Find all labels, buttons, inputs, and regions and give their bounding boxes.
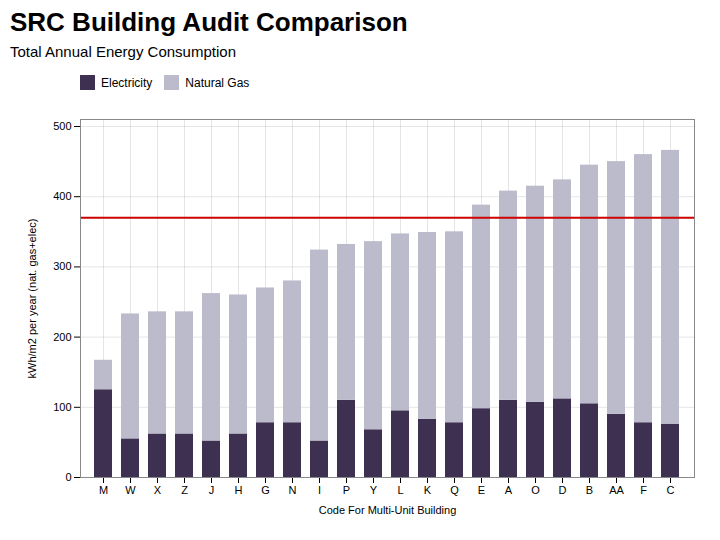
svg-text:I: I — [318, 484, 321, 496]
html-text:SRC Building Audit Comparison: SRC Building Audit Comparison — [10, 7, 408, 37]
svg-text:M: M — [99, 484, 108, 496]
html-text:Natural Gas: Natural Gas — [185, 75, 250, 90]
svg-text:500: 500 — [53, 120, 71, 132]
svg-text:300: 300 — [53, 260, 71, 272]
svg-text:H: H — [235, 484, 243, 496]
svg-text:P: P — [343, 484, 350, 496]
svg-text:L: L — [397, 484, 403, 496]
svg-text:N: N — [289, 484, 297, 496]
svg-text:B: B — [586, 484, 593, 496]
svg-text:X: X — [154, 484, 162, 496]
svg-text:O: O — [531, 484, 540, 496]
svg-text:0: 0 — [65, 471, 71, 483]
html-text:Electricity: Electricity — [101, 75, 153, 90]
svg-text:D: D — [559, 484, 567, 496]
svg-text:E: E — [478, 484, 485, 496]
svg-text:AA: AA — [609, 484, 624, 496]
svg-text:G: G — [261, 484, 270, 496]
svg-text:F: F — [640, 484, 647, 496]
svg-text:400: 400 — [53, 190, 71, 202]
svg-text:A: A — [505, 484, 513, 496]
svg-text:Y: Y — [370, 484, 378, 496]
html-text:Total Annual Energy Consumptio: Total Annual Energy Consumption — [10, 43, 236, 60]
svg-text:K: K — [424, 484, 432, 496]
svg-text:Z: Z — [181, 484, 188, 496]
svg-text:J: J — [209, 484, 215, 496]
svg-text:C: C — [667, 484, 675, 496]
svg-text:200: 200 — [53, 331, 71, 343]
svg-text:Code For Multi-Unit Building: Code For Multi-Unit Building — [319, 504, 457, 516]
svg-text:kWh/m2 per year (nat. gas+elec: kWh/m2 per year (nat. gas+elec) — [26, 219, 38, 379]
svg-text:W: W — [125, 484, 136, 496]
svg-text:100: 100 — [53, 401, 71, 413]
svg-text:Q: Q — [450, 484, 459, 496]
